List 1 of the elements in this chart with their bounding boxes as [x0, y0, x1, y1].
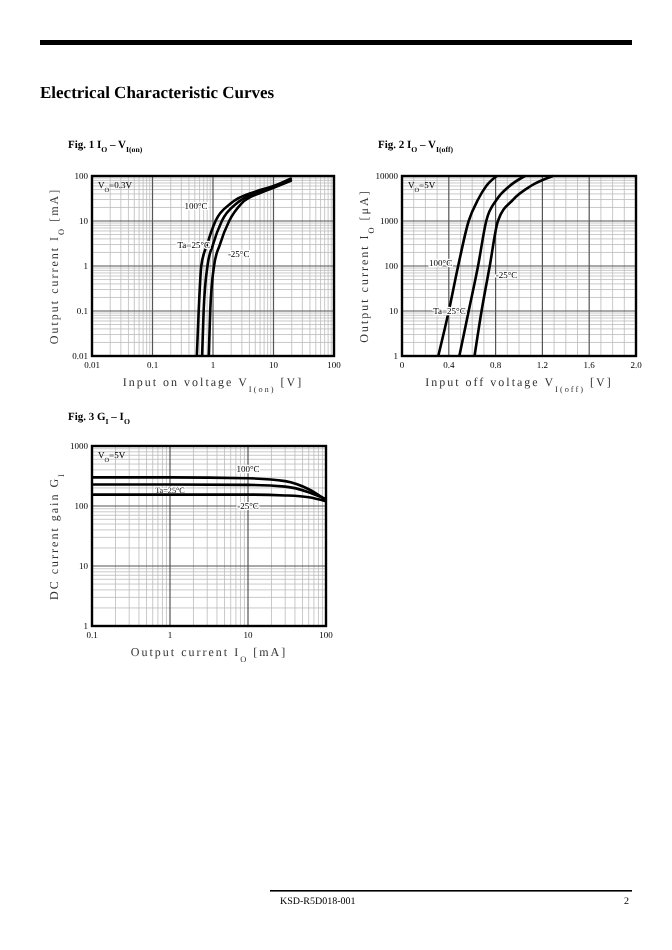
chart-subtitle: Electrical Characteristic Curves — [40, 82, 276, 102]
